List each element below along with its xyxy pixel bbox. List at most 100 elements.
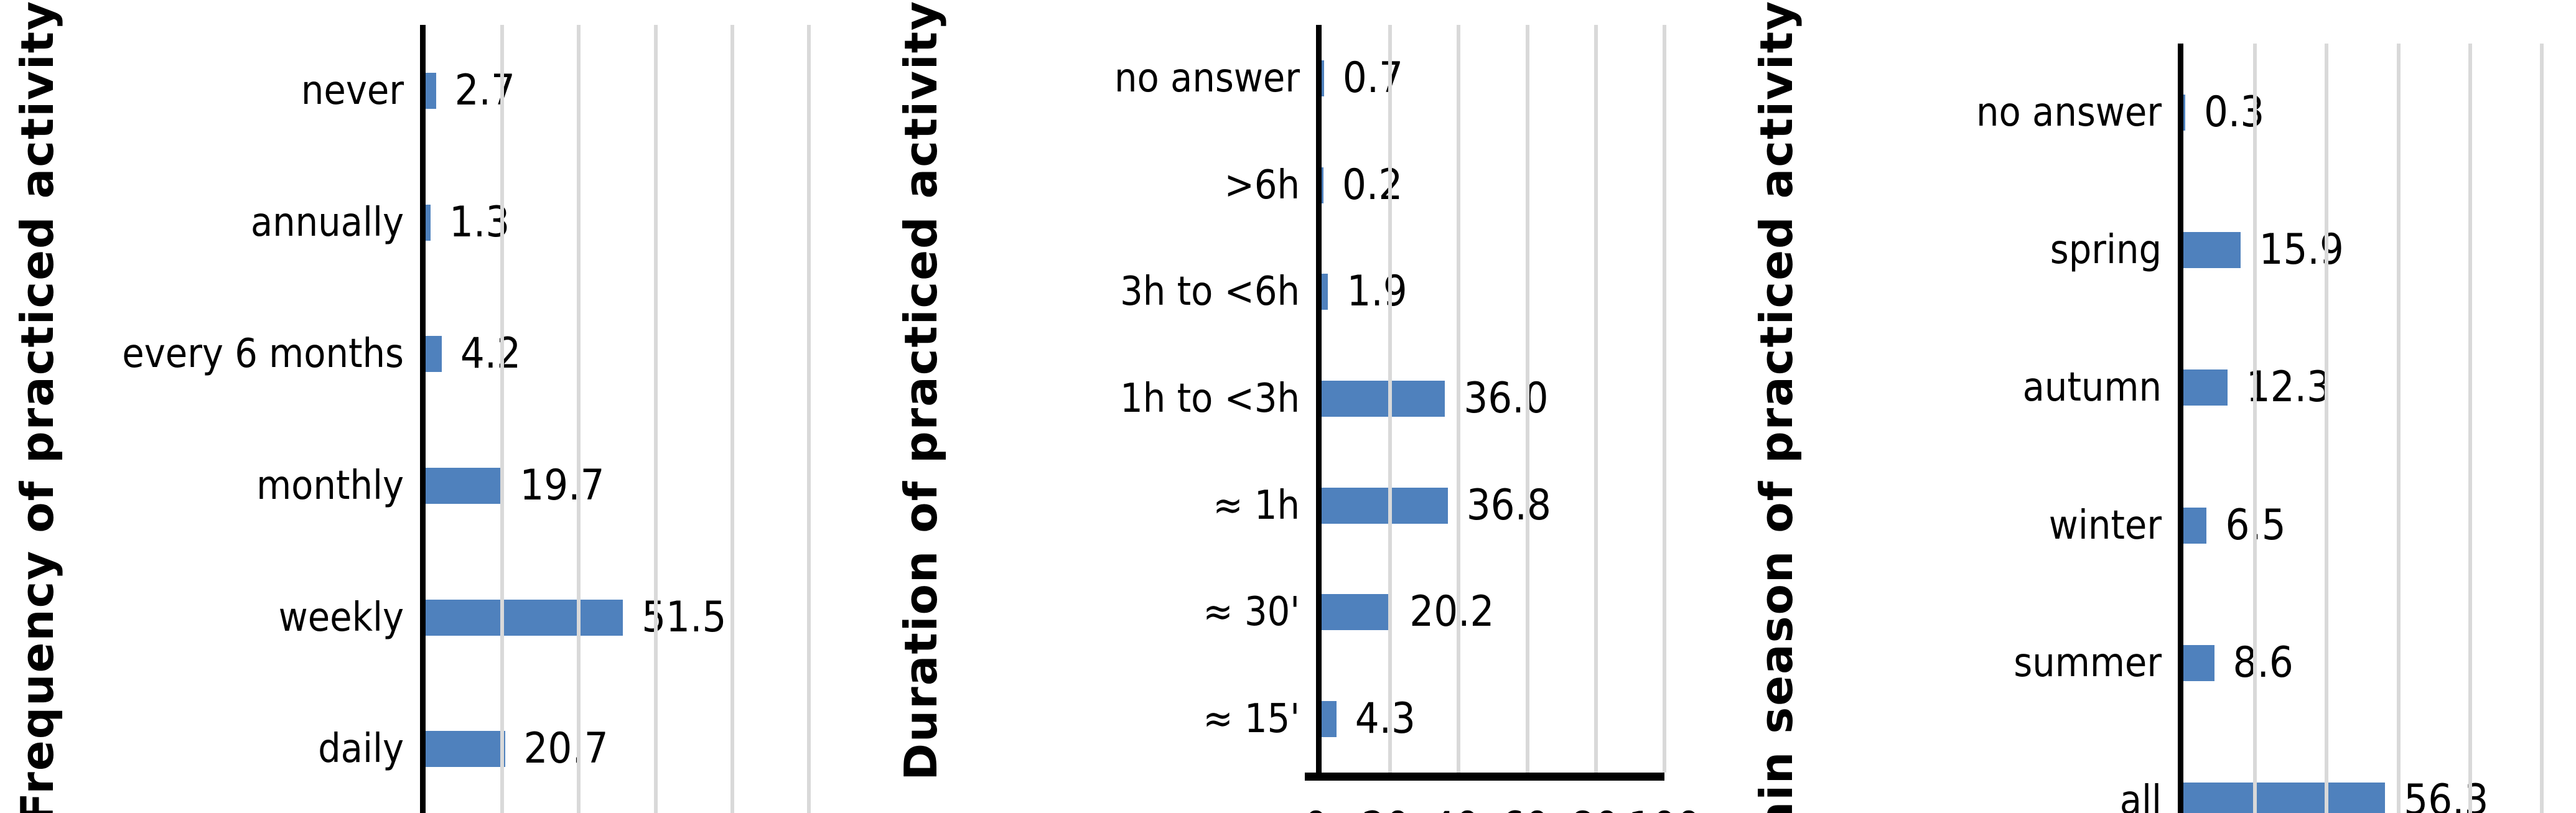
category-label: spring	[2050, 226, 2162, 273]
category-label: weekly	[278, 594, 404, 641]
bar-row: 56.3	[2183, 732, 2542, 813]
gridline	[500, 25, 505, 813]
bar	[426, 467, 502, 504]
category-row: annually	[72, 157, 420, 289]
plot-area: 0.3 15.9 12.3 6.5 8.6 56.3	[2178, 44, 2544, 813]
category-label: 3h to <6h	[1120, 269, 1300, 315]
bar-row: 6.5	[2183, 457, 2542, 594]
gridline	[577, 25, 581, 813]
x-tick-label: 40	[1431, 806, 1480, 813]
value-label: 20.2	[1409, 587, 1495, 637]
category-label: never	[301, 67, 404, 114]
category-row: winter	[1811, 457, 2178, 594]
value-label: 1.3	[449, 197, 510, 247]
bar-row: 2.7	[426, 25, 809, 157]
category-row: no answer	[1811, 44, 2178, 181]
gridline	[2325, 44, 2329, 813]
category-label: ≈ 1h	[1213, 482, 1300, 529]
category-row: all	[1811, 732, 2178, 813]
category-label: winter	[2048, 502, 2162, 549]
value-label: 36.0	[1463, 373, 1549, 423]
gridline	[2396, 44, 2401, 813]
category-row: >6h	[955, 132, 1316, 239]
bar-row: 36.0	[1322, 345, 1664, 452]
value-label: 36.8	[1466, 480, 1551, 530]
bar-row: 1.9	[1322, 238, 1664, 345]
bar	[1322, 380, 1445, 417]
bar-row: 36.8	[1322, 452, 1664, 559]
category-row: ≈ 1h	[955, 452, 1316, 559]
category-label: annually	[250, 199, 404, 246]
bar-chart-1: Frequency of practiced activity never annu…	[3, 0, 811, 813]
value-label: 56.3	[2404, 776, 2489, 813]
bar-row: 0.3	[2183, 44, 2542, 181]
bar	[426, 72, 436, 109]
y-axis-title-column: Main season of practiced activity	[1742, 0, 1811, 813]
category-label: no answer	[1114, 55, 1300, 101]
bar	[426, 336, 442, 373]
plot-column: 2.7 1.3 4.2 19.7 51.5 20.7	[420, 0, 811, 813]
value-label: 20.7	[523, 724, 609, 774]
x-tick-label: 0	[1304, 806, 1328, 813]
y-axis-title: Main season of practiced activity	[1750, 0, 1803, 813]
category-label: ≈ 15'	[1203, 695, 1300, 742]
bar-row: 4.2	[426, 288, 809, 420]
value-label: 8.6	[2233, 638, 2294, 687]
y-axis-title-column: Duration of practiced activity	[887, 0, 955, 781]
y-axis-title-column: Frequency of practiced activity	[3, 0, 72, 813]
category-row: monthly	[72, 420, 420, 552]
bar	[1322, 700, 1337, 737]
bar-chart-3: Main season of practiced activity no answ…	[1742, 0, 2544, 813]
gridline	[1525, 25, 1529, 773]
bars-layer: 2.7 1.3 4.2 19.7 51.5 20.7	[426, 25, 809, 813]
gridline	[653, 25, 658, 813]
plot-column: 0.7 0.2 1.9 36.0 36.8 20.2 4.3	[1305, 0, 1666, 781]
gridline	[2253, 44, 2257, 813]
category-label: every 6 months	[122, 331, 404, 378]
value-label: 4.2	[460, 329, 521, 379]
bars-layer: 0.3 15.9 12.3 6.5 8.6 56.3	[2183, 44, 2542, 813]
category-row: daily	[72, 684, 420, 813]
gridline	[730, 25, 734, 813]
bar	[1322, 487, 1448, 524]
gridline	[807, 25, 811, 813]
x-tick-label: 100	[1628, 806, 1701, 813]
gridline	[1663, 25, 1666, 773]
category-row: autumn	[1811, 319, 2178, 457]
category-label: ≈ 30'	[1203, 589, 1300, 636]
bar	[426, 731, 505, 768]
category-label: daily	[318, 726, 404, 773]
bar	[1322, 274, 1328, 310]
category-label: no answer	[1976, 89, 2162, 136]
category-label: >6h	[1224, 162, 1300, 208]
bar-row: 20.7	[426, 684, 809, 813]
category-row: weekly	[72, 552, 420, 684]
value-label: 0.2	[1342, 160, 1403, 210]
bar-row: 0.7	[1322, 25, 1664, 132]
bar-row: 19.7	[426, 420, 809, 552]
category-label: autumn	[2022, 365, 2162, 411]
value-label: 12.3	[2246, 363, 2331, 412]
bar	[1322, 594, 1391, 631]
category-labels: no answer >6h 3h to <6h 1h to <3h ≈ 1h ≈ 30' ≈…	[955, 0, 1316, 781]
bar-row: 12.3	[2183, 319, 2542, 457]
y-axis-title: Frequency of practiced activity	[11, 0, 63, 813]
category-row: never	[72, 25, 420, 157]
category-row: spring	[1811, 181, 2178, 318]
plot-area: 0.7 0.2 1.9 36.0 36.8 20.2 4.3	[1305, 25, 1666, 781]
value-label: 19.7	[520, 460, 605, 510]
bar	[2183, 369, 2228, 406]
bar	[426, 599, 623, 636]
category-row: every 6 months	[72, 288, 420, 420]
bar-row: 8.6	[2183, 594, 2542, 732]
category-labels: never annually every 6 months monthly weekly…	[72, 0, 420, 813]
bar	[2183, 783, 2386, 813]
value-label: 2.7	[454, 65, 515, 115]
category-label: 1h to <3h	[1120, 375, 1300, 422]
bar-row: 0.2	[1322, 132, 1664, 239]
bar	[426, 204, 431, 241]
x-tick-label: 80	[1570, 806, 1619, 813]
gridline	[1388, 25, 1393, 773]
bar-row: 15.9	[2183, 181, 2542, 318]
